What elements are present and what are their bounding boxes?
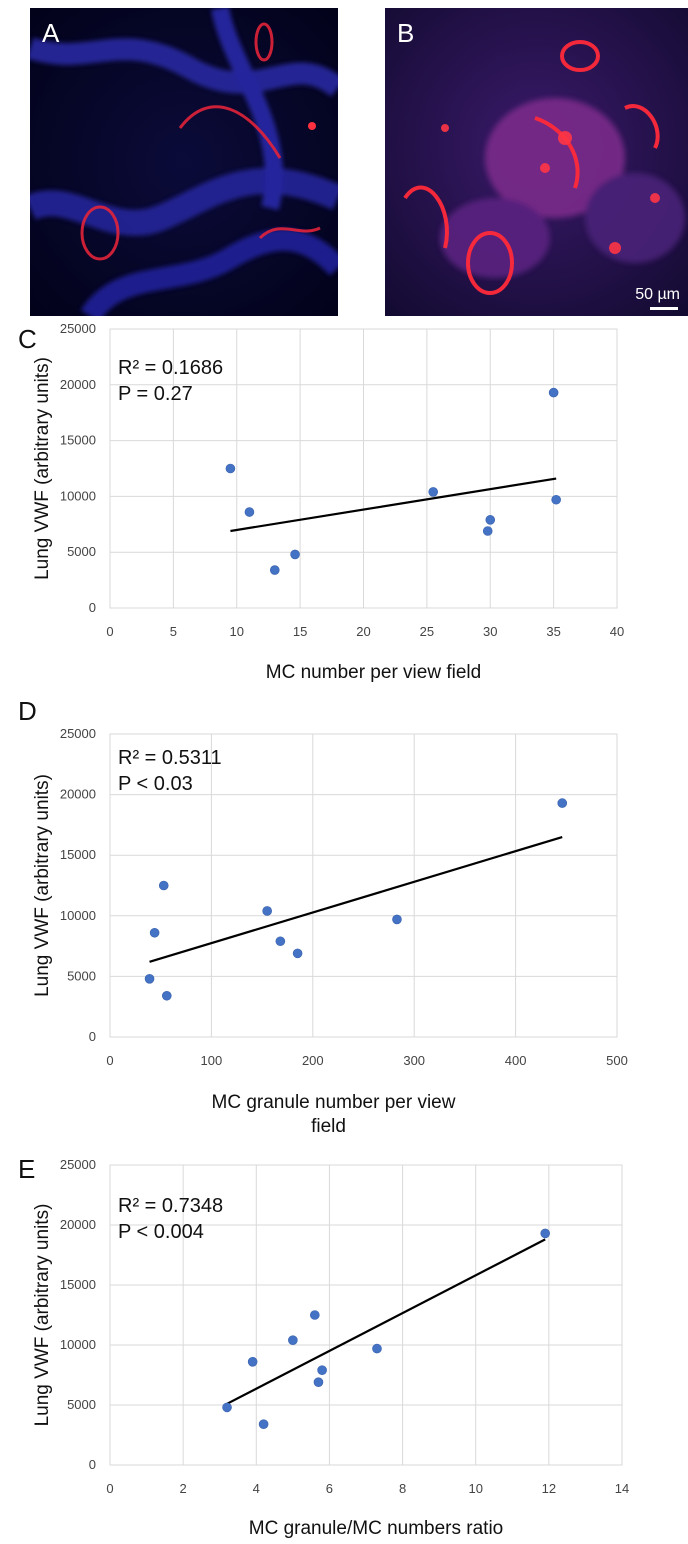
x-tick-label: 0 [106, 1481, 113, 1496]
x-tick-label: 25 [420, 624, 434, 639]
data-point [262, 906, 272, 916]
micrograph-a-image [30, 8, 338, 316]
micrograph-b: B 50 µm [385, 8, 688, 316]
panel-letter: E [18, 1154, 35, 1184]
data-point [269, 565, 280, 575]
y-axis-title: Lung VWF (arbitrary units) [32, 1204, 53, 1427]
y-tick-label: 5000 [67, 968, 96, 983]
y-tick-label: 25000 [60, 1157, 96, 1172]
y-tick-label: 0 [89, 1457, 96, 1472]
x-tick-label: 2 [180, 1481, 187, 1496]
r-squared-label: R² = 0.5311 [118, 747, 222, 769]
x-tick-label: 500 [606, 1053, 628, 1068]
y-tick-label: 20000 [60, 1217, 96, 1232]
y-tick-label: 15000 [60, 433, 96, 448]
x-axis-title: MC granule/MC numbers ratio [249, 1518, 503, 1539]
x-tick-label: 0 [106, 1053, 113, 1068]
x-axis-title: MC number per view field [266, 662, 481, 683]
data-point [258, 1419, 269, 1430]
y-tick-label: 5000 [67, 1397, 96, 1412]
scale-bar-label: 50 µm [635, 286, 680, 303]
data-point [275, 936, 286, 947]
p-value-label: P = 0.27 [118, 383, 193, 405]
scatter-chart-c: 0 5000 10000 15000 20000 25000 0 5 10 15 20 25 30 35 4… [18, 321, 624, 683]
x-tick-label: 35 [546, 624, 560, 639]
r-squared-label: R² = 0.7348 [118, 1195, 223, 1217]
data-point [161, 990, 172, 1001]
panel-letter: D [18, 696, 37, 726]
x-tick-label: 15 [293, 624, 307, 639]
y-tick-label: 25000 [60, 726, 96, 741]
x-axis-title: MC granule number per view [212, 1092, 456, 1113]
x-tick-label: 30 [483, 624, 497, 639]
x-tick-label: 40 [610, 624, 624, 639]
data-point [392, 914, 402, 925]
scatter-chart-d: 0 5000 10000 15000 20000 25000 0 100 200 300 400 50… [18, 696, 628, 1137]
y-tick-label: 15000 [60, 1277, 96, 1292]
y-tick-label: 0 [89, 600, 96, 615]
data-point [557, 798, 568, 808]
x-axis-title-line-2: field [311, 1116, 346, 1137]
x-tick-label: 8 [399, 1481, 406, 1496]
p-value-label: P < 0.004 [118, 1221, 204, 1243]
data-point [244, 507, 255, 517]
y-tick-label: 0 [89, 1029, 96, 1044]
x-tick-label: 5 [170, 624, 177, 639]
micrograph-a: A [30, 8, 338, 316]
y-tick-label: 20000 [60, 787, 96, 802]
y-tick-label: 10000 [60, 908, 96, 923]
panel-letter: C [18, 324, 37, 354]
trendline [226, 1238, 546, 1405]
p-value-label: P < 0.03 [118, 773, 193, 795]
data-point [309, 1310, 320, 1320]
x-tick-label: 400 [505, 1053, 527, 1068]
data-point [292, 948, 303, 959]
scale-bar [650, 307, 678, 310]
x-tick-label: 0 [106, 624, 113, 639]
data-point [144, 974, 155, 984]
x-tick-label: 14 [615, 1481, 629, 1496]
x-tick-label: 100 [201, 1053, 223, 1068]
y-tick-label: 15000 [60, 847, 96, 862]
x-tick-label: 4 [253, 1481, 260, 1496]
data-point [372, 1343, 382, 1354]
data-point [313, 1377, 324, 1387]
x-tick-label: 300 [403, 1053, 425, 1068]
data-point [428, 487, 439, 497]
data-point [149, 927, 160, 938]
panel-letter-a: A [42, 18, 60, 48]
data-point [317, 1365, 327, 1375]
y-tick-label: 10000 [60, 488, 96, 503]
data-point [247, 1357, 258, 1367]
data-point [540, 1228, 551, 1239]
x-tick-label: 10 [230, 624, 244, 639]
data-point [290, 549, 300, 560]
x-tick-label: 20 [356, 624, 370, 639]
y-tick-label: 20000 [60, 377, 96, 392]
data-point [548, 387, 559, 398]
y-axis-title: Lung VWF (arbitrary units) [32, 774, 53, 997]
y-tick-label: 5000 [67, 544, 96, 559]
trendline [149, 835, 563, 963]
data-point [225, 463, 236, 474]
panel-letter-b: B [397, 18, 415, 48]
data-point [485, 515, 496, 525]
y-tick-label: 25000 [60, 321, 96, 336]
x-tick-label: 6 [326, 1481, 333, 1496]
data-point [288, 1335, 298, 1345]
data-point [482, 526, 493, 536]
micrograph-b-image [385, 8, 688, 316]
trendline [230, 477, 557, 533]
y-axis-title: Lung VWF (arbitrary units) [32, 357, 53, 580]
data-point [158, 880, 169, 891]
x-tick-label: 12 [542, 1481, 556, 1496]
scatter-chart-e: 0 5000 10000 15000 20000 25000 0 2 4 6 8 10 12 14 E R² … [18, 1154, 629, 1539]
r-squared-label: R² = 0.1686 [118, 357, 223, 379]
data-point [222, 1402, 232, 1413]
x-tick-label: 10 [468, 1481, 482, 1496]
data-point [551, 494, 561, 505]
x-tick-label: 200 [302, 1053, 324, 1068]
y-tick-label: 10000 [60, 1337, 96, 1352]
